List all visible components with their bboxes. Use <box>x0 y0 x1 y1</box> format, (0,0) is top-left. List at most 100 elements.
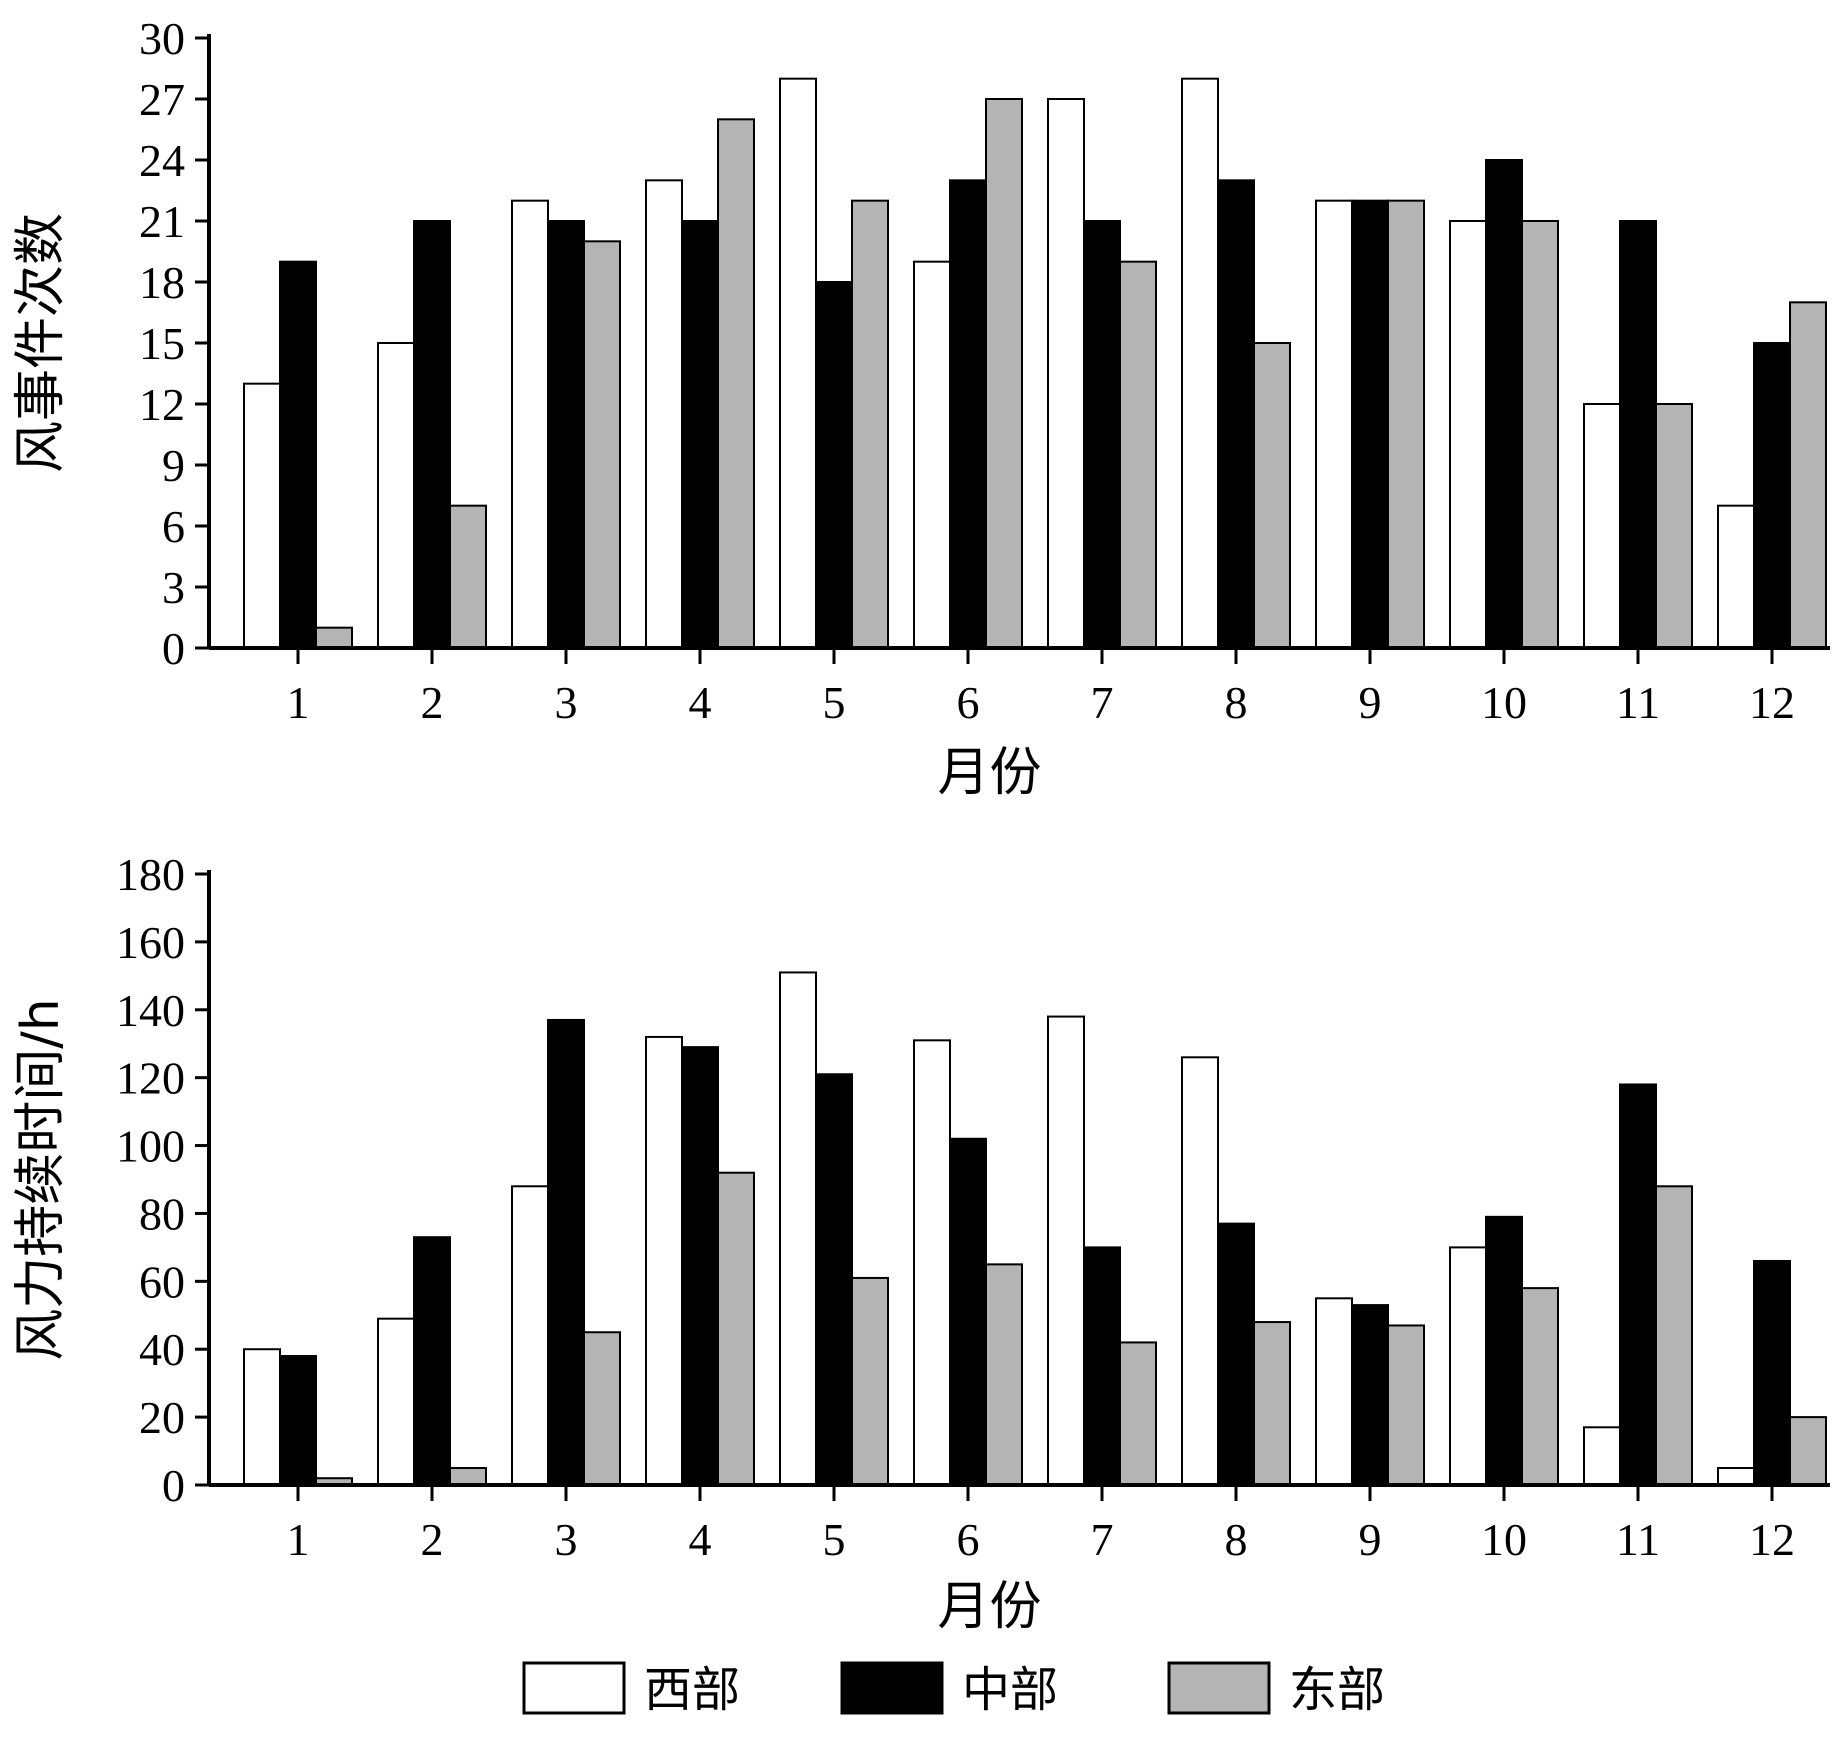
y-tick-label: 20 <box>139 1392 185 1443</box>
bar-中部-12 <box>1753 1259 1791 1487</box>
x-tick-label: 7 <box>1091 677 1114 728</box>
x-tick-label: 3 <box>555 677 578 728</box>
y-tick-label: 15 <box>139 318 185 369</box>
bar-东部-3 <box>583 240 621 649</box>
y-tick-label: 3 <box>162 562 185 613</box>
bar-西部-1 <box>243 1348 281 1486</box>
y-axis-title: 风力持续时间/h <box>11 998 71 1360</box>
bar-中部-2 <box>413 220 451 649</box>
y-tick-label: 24 <box>139 135 185 186</box>
bar-中部-10 <box>1485 1215 1523 1486</box>
bar-中部-4 <box>681 220 719 649</box>
bar-东部-4 <box>717 118 755 650</box>
y-tick-label: 180 <box>116 849 185 900</box>
bar-西部-8 <box>1181 77 1219 649</box>
y-tick-label: 12 <box>139 379 185 430</box>
bar-东部-9 <box>1387 1324 1425 1486</box>
bar-中部-1 <box>279 1355 317 1486</box>
bar-中部-2 <box>413 1236 451 1487</box>
bar-东部-1 <box>315 626 353 650</box>
bar-中部-4 <box>681 1046 719 1487</box>
x-tick-label: 3 <box>555 1514 578 1565</box>
y-tick-label: 27 <box>139 74 185 125</box>
bar-东部-2 <box>449 1467 487 1487</box>
bar-西部-4 <box>645 179 683 649</box>
bar-中部-5 <box>815 281 853 649</box>
legend-label: 西部 <box>644 1662 740 1718</box>
bar-西部-2 <box>377 342 415 649</box>
bar-西部-7 <box>1047 98 1085 649</box>
bar-西部-6 <box>913 260 951 649</box>
bar-中部-3 <box>547 220 585 649</box>
y-tick-label: 100 <box>116 1121 185 1172</box>
bar-中部-11 <box>1619 220 1657 649</box>
bar-西部-10 <box>1449 220 1487 649</box>
x-axis-title: 月份 <box>937 743 1041 803</box>
bar-中部-12 <box>1753 342 1791 649</box>
bar-西部-1 <box>243 382 281 649</box>
bar-中部-10 <box>1485 159 1523 649</box>
x-tick-label: 4 <box>689 677 712 728</box>
bar-东部-12 <box>1789 1416 1827 1486</box>
bar-西部-8 <box>1181 1056 1219 1487</box>
y-tick-label: 120 <box>116 1053 185 1104</box>
x-tick-label: 10 <box>1481 677 1527 728</box>
bar-东部-10 <box>1521 1287 1559 1486</box>
y-tick-label: 60 <box>139 1256 185 1307</box>
bar-东部-5 <box>851 199 889 650</box>
x-tick-label: 6 <box>957 1514 980 1565</box>
y-tick-label: 40 <box>139 1324 185 1375</box>
y-tick-label: 140 <box>116 985 185 1036</box>
bar-中部-8 <box>1217 1222 1255 1487</box>
bar-西部-7 <box>1047 1015 1085 1486</box>
y-tick-label: 30 <box>139 13 185 64</box>
bar-西部-11 <box>1583 1426 1621 1486</box>
bar-西部-9 <box>1315 1297 1353 1486</box>
bar-东部-5 <box>851 1276 889 1486</box>
y-axis-title: 风事件次数 <box>11 213 71 473</box>
bar-东部-10 <box>1521 220 1559 649</box>
y-tick-label: 80 <box>139 1188 185 1239</box>
x-axis-title: 月份 <box>937 1577 1041 1637</box>
bar-西部-2 <box>377 1317 415 1487</box>
legend-swatch-西部 <box>522 1661 626 1715</box>
bar-中部-3 <box>547 1018 585 1486</box>
x-tick-label: 1 <box>287 1514 310 1565</box>
bar-东部-3 <box>583 1331 621 1486</box>
x-tick-label: 11 <box>1616 1514 1660 1565</box>
x-tick-label: 2 <box>421 1514 444 1565</box>
bar-西部-12 <box>1717 1467 1755 1487</box>
bar-东部-6 <box>985 1263 1023 1486</box>
bar-东部-6 <box>985 98 1023 649</box>
bar-中部-11 <box>1619 1083 1657 1486</box>
y-tick-label: 0 <box>162 623 185 674</box>
legend-swatch-中部 <box>840 1661 944 1715</box>
bar-西部-3 <box>511 199 549 650</box>
y-tick-label: 9 <box>162 440 185 491</box>
bar-东部-9 <box>1387 199 1425 650</box>
x-tick-label: 5 <box>823 1514 846 1565</box>
x-tick-label: 5 <box>823 677 846 728</box>
y-tick-label: 0 <box>162 1460 185 1511</box>
bar-中部-1 <box>279 260 317 649</box>
bar-东部-12 <box>1789 301 1827 649</box>
legend-label: 中部 <box>962 1662 1058 1718</box>
bar-中部-7 <box>1083 220 1121 649</box>
legend-swatch-东部 <box>1167 1661 1271 1715</box>
bar-东部-7 <box>1119 1341 1157 1487</box>
bar-东部-11 <box>1655 1185 1693 1487</box>
x-tick-label: 7 <box>1091 1514 1114 1565</box>
bar-东部-8 <box>1253 1321 1291 1486</box>
bar-西部-4 <box>645 1035 683 1487</box>
x-tick-label: 8 <box>1225 1514 1248 1565</box>
legend-label: 东部 <box>1289 1662 1385 1718</box>
bar-西部-9 <box>1315 199 1353 650</box>
bar-东部-8 <box>1253 342 1291 649</box>
y-tick-label: 18 <box>139 257 185 308</box>
bar-中部-7 <box>1083 1246 1121 1487</box>
bar-中部-6 <box>949 179 987 649</box>
x-tick-label: 12 <box>1749 677 1795 728</box>
x-tick-label: 9 <box>1359 1514 1382 1565</box>
